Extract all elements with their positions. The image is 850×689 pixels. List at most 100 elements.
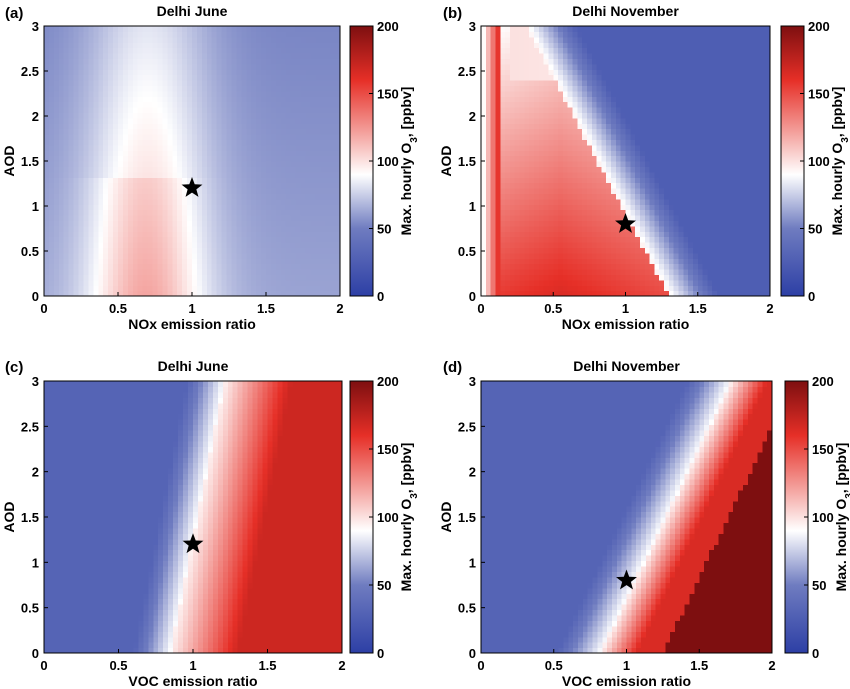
heatmap-cell (63, 69, 70, 76)
heatmap-cell (280, 155, 287, 162)
heatmap-cell (558, 117, 564, 124)
heatmap-cell (216, 63, 223, 70)
heatmap-cell (490, 279, 497, 286)
heatmap-cell (68, 69, 75, 76)
heatmap-cell (68, 231, 75, 238)
heatmap-cell (231, 182, 237, 189)
heatmap-cell (620, 263, 627, 270)
heatmap-cell (635, 204, 641, 211)
heatmap-cell (495, 198, 501, 205)
heatmap-cell (132, 80, 139, 86)
heatmap-cell (495, 269, 501, 275)
heatmap-cell (649, 231, 655, 238)
heatmap-cell (167, 42, 173, 49)
heatmap-cell (236, 150, 242, 157)
heatmap-cell (231, 42, 237, 49)
heatmap-cell (330, 242, 336, 248)
heatmap-cell (305, 274, 311, 281)
heatmap-cell (127, 209, 134, 216)
heatmap-cell (83, 31, 89, 38)
heatmap-cell (548, 128, 554, 135)
heatmap-cell (548, 31, 554, 38)
heatmap-cell (625, 161, 631, 167)
heatmap-cell (182, 42, 188, 49)
heatmap-cell (103, 42, 109, 49)
heatmap-cell (261, 74, 267, 81)
heatmap-cell (73, 47, 80, 54)
heatmap-cell (330, 290, 336, 297)
heatmap-cell (275, 225, 282, 232)
heatmap-cell (167, 193, 173, 200)
heatmap-cell (93, 139, 99, 146)
heatmap-cell (635, 269, 641, 275)
heatmap-cell (206, 36, 213, 43)
heatmap-cell (572, 209, 578, 216)
heatmap-cell (586, 193, 593, 200)
heatmap-cell (261, 112, 267, 119)
heatmap-cell (490, 193, 497, 200)
heatmap-cell (519, 263, 525, 270)
heatmap-cell (659, 279, 665, 286)
heatmap-cell (500, 123, 506, 130)
heatmap-cell (221, 279, 228, 286)
heatmap-cell (226, 236, 233, 243)
heatmap-cell (495, 252, 501, 259)
heatmap-cell (251, 161, 257, 167)
heatmap-cell (562, 209, 569, 216)
heatmap-cell (553, 69, 559, 76)
heatmap-cell (630, 74, 636, 81)
heatmap-cell (562, 155, 569, 162)
heatmap-cell (98, 96, 104, 103)
heatmap-cell (325, 85, 331, 92)
heatmap-cell (211, 231, 218, 238)
heatmap-cell (280, 285, 287, 292)
heatmap-cell (543, 117, 550, 124)
heatmap-cell (137, 263, 144, 270)
heatmap-cell (295, 236, 302, 243)
heatmap-cell (591, 188, 598, 194)
heatmap-cell (127, 101, 134, 108)
heatmap-cell (538, 290, 545, 297)
heatmap-cell (53, 209, 60, 216)
heatmap-cell (500, 258, 506, 265)
heatmap-cell (639, 85, 646, 92)
heatmap-cell (567, 53, 574, 59)
heatmap-cell (577, 47, 583, 54)
heatmap-cell (601, 290, 607, 297)
heatmap-cell (305, 166, 311, 173)
heatmap-cell (266, 74, 272, 81)
heatmap-cell (192, 236, 198, 243)
heatmap-cell (118, 63, 124, 70)
heatmap-cell (315, 247, 321, 254)
heatmap-cell (266, 36, 272, 43)
heatmap-cell (620, 215, 627, 221)
heatmap-cell (132, 53, 139, 59)
heatmap-cell (625, 269, 631, 275)
heatmap-cell (601, 117, 607, 124)
heatmap-cell (325, 231, 331, 238)
heatmap-cell (280, 112, 287, 119)
heatmap-cell (187, 42, 193, 49)
heatmap-cell (83, 63, 89, 70)
heatmap-cell (330, 263, 336, 270)
heatmap-cell (562, 242, 569, 248)
heatmap-cell (495, 139, 501, 146)
heatmap-cell (137, 47, 144, 54)
heatmap-cell (553, 128, 559, 135)
heatmap-cell (266, 117, 272, 124)
heatmap-cell (625, 231, 631, 238)
heatmap-cell (582, 188, 588, 194)
heatmap-cell (591, 150, 598, 157)
heatmap-cell (500, 90, 506, 97)
heatmap-cell (577, 26, 583, 32)
heatmap-cell (221, 117, 228, 124)
heatmap-cell (256, 193, 262, 200)
heatmap-cell (187, 209, 193, 216)
heatmap-cell (177, 182, 183, 189)
heatmap-cell (241, 204, 247, 211)
heatmap-cell (659, 215, 665, 221)
heatmap-cell (562, 53, 569, 59)
heatmap-cell (567, 26, 574, 32)
heatmap-cell (654, 177, 660, 184)
heatmap-cell (654, 220, 660, 227)
